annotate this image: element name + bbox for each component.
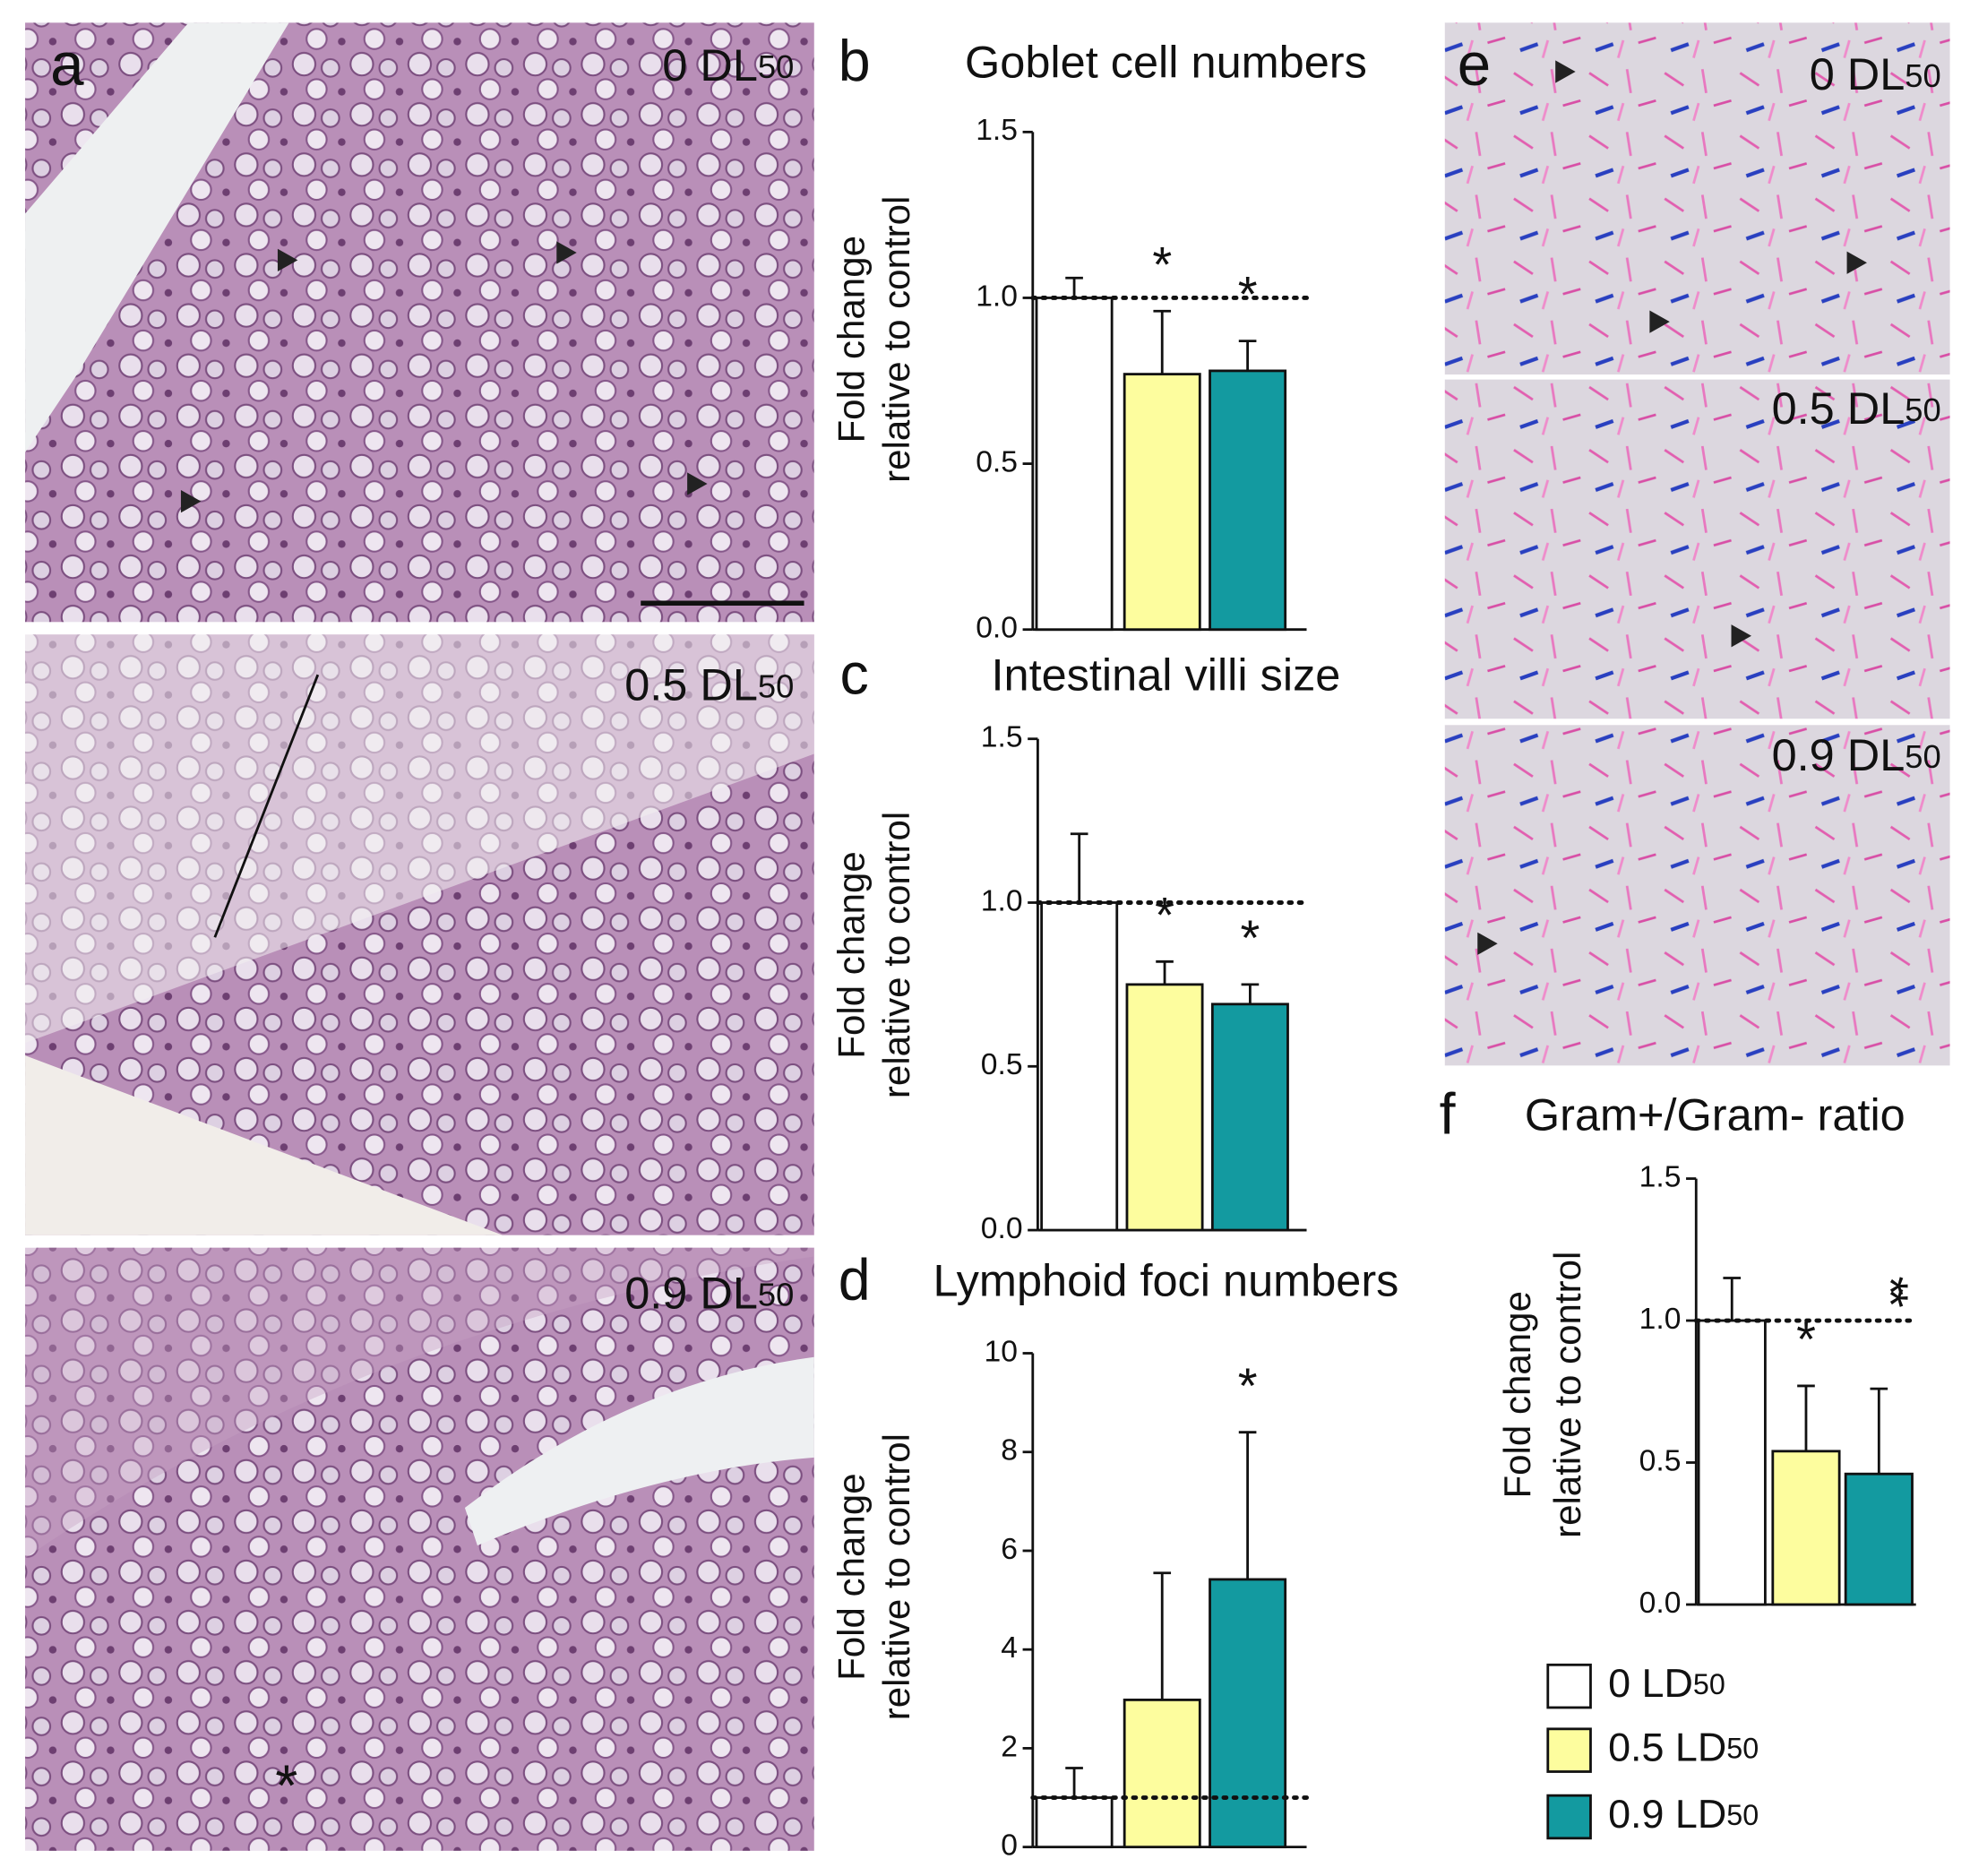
- measure-arrow: [213, 674, 320, 938]
- y-axis-label: relative to control: [875, 196, 917, 483]
- y-tick-label: 1.5: [976, 114, 1018, 147]
- label-main: 0 LD: [1608, 1660, 1693, 1706]
- label-subscript: 50: [758, 48, 794, 85]
- label-subscript: 50: [758, 1276, 794, 1312]
- label-main: 0 DL: [1810, 48, 1905, 99]
- y-tick-label: 0: [1001, 1829, 1018, 1863]
- y-tick-label: 0.0: [976, 612, 1018, 645]
- y-tick-label: 6: [1001, 1533, 1018, 1566]
- legend-swatch: [1546, 1663, 1592, 1709]
- arrowheads: [180, 60, 1868, 955]
- y-axis-label: Fold change: [830, 851, 873, 1059]
- significance-marker: **: [1862, 1276, 1919, 1306]
- y-axis-label: relative to control: [1546, 1252, 1588, 1538]
- bar: [1040, 901, 1119, 1232]
- label-main: 0.9 LD: [1608, 1791, 1726, 1837]
- panel-letter: e: [1458, 31, 1491, 99]
- legend-label: 0.9 LD50: [1608, 1791, 1759, 1837]
- bar: [1209, 369, 1287, 632]
- y-tick-label: 8: [1001, 1434, 1018, 1467]
- micrograph: [25, 1247, 814, 1851]
- micrograph: [1444, 379, 1950, 719]
- significance-marker: *: [1796, 1311, 1816, 1367]
- label-main: 0.5 LD: [1608, 1725, 1726, 1770]
- micrograph: [1444, 22, 1950, 375]
- significance-marker: *: [1152, 236, 1172, 292]
- tissue-fold: [25, 1247, 814, 1559]
- y-tick-label: 1.0: [981, 884, 1023, 917]
- legend-swatch: [1546, 1794, 1592, 1840]
- y-tick-label: 1.5: [981, 721, 1023, 754]
- legend-label: 0 LD50: [1608, 1660, 1725, 1706]
- chart-title: Lymphoid foci numbers: [933, 1255, 1398, 1306]
- bar: [1771, 1450, 1841, 1606]
- y-tick-label: 2: [1001, 1730, 1018, 1763]
- significance-marker: *: [1238, 1357, 1258, 1414]
- legend-swatch: [1546, 1727, 1592, 1773]
- bar: [1697, 1319, 1767, 1606]
- legend-label: 0.5 LD50: [1608, 1725, 1759, 1770]
- image-label: 0.9 DL50: [1772, 729, 1941, 780]
- chart-title: Intestinal villi size: [992, 650, 1341, 701]
- label-main: 0 DL: [662, 40, 758, 91]
- panel-letter: d: [839, 1247, 871, 1312]
- y-tick-label: 10: [985, 1335, 1018, 1368]
- image-label: 0 DL50: [1810, 48, 1941, 99]
- image-label: 0.5 DL50: [1772, 383, 1941, 434]
- significance-marker: *: [1238, 266, 1258, 323]
- micrograph: [1444, 725, 1950, 1066]
- label-subscript: 50: [1726, 1732, 1759, 1764]
- label-main: 0.5 DL: [624, 659, 758, 710]
- bar: [1844, 1472, 1914, 1606]
- bar: [1209, 1578, 1287, 1849]
- chart-title: Gram+/Gram- ratio: [1525, 1089, 1905, 1140]
- y-tick-label: 0.5: [981, 1048, 1023, 1081]
- asterisk: *: [275, 1754, 297, 1819]
- label-main: 0.5 DL: [1772, 383, 1905, 434]
- image-label: 0 DL50: [662, 40, 794, 91]
- bar: [1035, 297, 1114, 632]
- lumen: [25, 634, 814, 1044]
- y-tick-label: 0.0: [981, 1212, 1023, 1245]
- y-axis-label: Fold change: [1496, 1291, 1538, 1499]
- y-tick-label: 1.5: [1639, 1160, 1682, 1193]
- image-label: 0.9 DL50: [624, 1268, 794, 1319]
- y-tick-label: 1.0: [976, 280, 1018, 313]
- significance-marker: *: [1240, 909, 1260, 966]
- y-axis-label: relative to control: [875, 812, 917, 1098]
- panel-letter: c: [840, 641, 869, 706]
- y-tick-label: 1.0: [1639, 1303, 1682, 1336]
- label-main: 0.9 DL: [624, 1268, 758, 1319]
- lumen: [464, 1356, 814, 1546]
- label-subscript: 50: [1905, 738, 1940, 775]
- label-subscript: 50: [1693, 1668, 1725, 1700]
- y-tick-label: 0.5: [1639, 1444, 1682, 1477]
- panel-letter: a: [50, 31, 84, 99]
- y-axis-label: relative to control: [875, 1433, 917, 1720]
- bar: [1035, 1796, 1114, 1849]
- bar: [1123, 373, 1201, 632]
- label-subscript: 50: [1905, 57, 1940, 94]
- y-tick-label: 4: [1001, 1631, 1018, 1665]
- lumen: [25, 22, 289, 452]
- y-axis-label: Fold change: [830, 236, 873, 443]
- label-subscript: 50: [1726, 1799, 1759, 1831]
- y-axis-label: Fold change: [830, 1473, 873, 1681]
- y-tick-label: 0.5: [976, 445, 1018, 478]
- significance-marker: *: [1155, 886, 1174, 942]
- label-subscript: 50: [1905, 392, 1940, 428]
- y-tick-label: 0.0: [1639, 1587, 1682, 1620]
- bar: [1125, 983, 1204, 1232]
- panel-letter: b: [839, 29, 871, 93]
- bar: [1210, 1003, 1289, 1232]
- chart-title: Goblet cell numbers: [965, 36, 1367, 87]
- image-label: 0.5 DL50: [624, 659, 794, 710]
- label-subscript: 50: [758, 667, 794, 704]
- label-main: 0.9 DL: [1772, 729, 1905, 780]
- bar: [1123, 1699, 1201, 1849]
- panel-letter: f: [1440, 1081, 1457, 1146]
